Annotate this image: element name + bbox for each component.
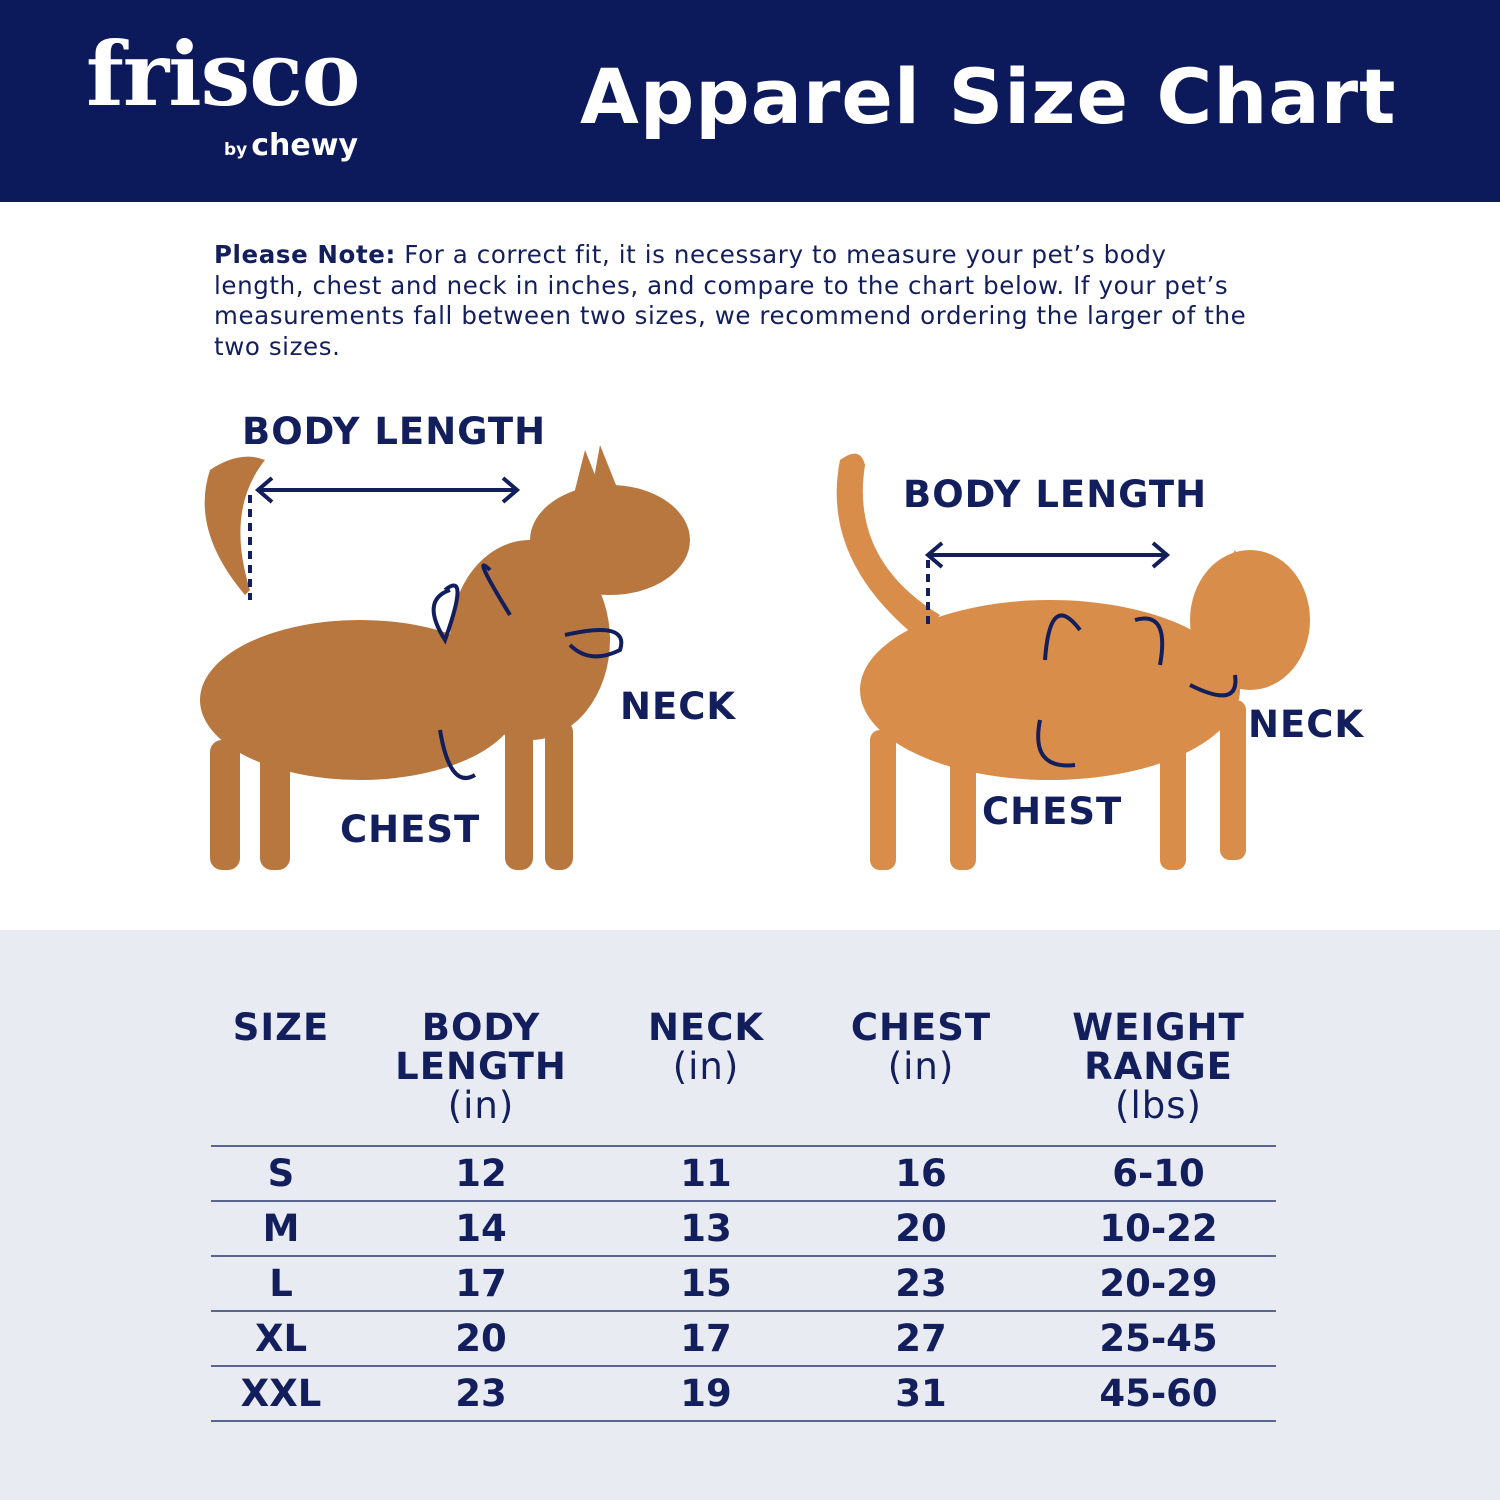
size-table: SIZE BODY LENGTH (in) NECK (in) CHEST (in) … (211, 1000, 1276, 1422)
cell-weight-range: 45-60 (1041, 1365, 1276, 1422)
fit-note: Please Note: For a correct fit, it is ne… (214, 240, 1254, 362)
table-row: XXL 23 19 31 45-60 (211, 1365, 1276, 1422)
dog-measure-arrows (248, 476, 624, 780)
cat-chest-label: CHEST (982, 790, 1123, 833)
header-weight-range: WEIGHT RANGE (lbs) (1072, 1006, 1245, 1127)
cell-size: L (211, 1255, 351, 1311)
cell-chest: 27 (801, 1310, 1041, 1366)
cell-weight-range: 10-22 (1041, 1200, 1276, 1256)
cat-measurement-illustration (836, 453, 1310, 870)
dog-image (200, 445, 690, 870)
dog-neck-label: NECK (620, 685, 737, 728)
cell-weight-range: 25-45 (1041, 1310, 1276, 1366)
dog-body-length-label: BODY LENGTH (242, 410, 547, 453)
cell-body-length: 14 (351, 1200, 611, 1256)
cell-size: S (211, 1145, 351, 1201)
cell-neck: 13 (611, 1200, 801, 1256)
table-row: L 17 15 23 20-29 (211, 1255, 1276, 1311)
cell-body-length: 17 (351, 1255, 611, 1311)
cell-size: M (211, 1200, 351, 1256)
logo-chewy: chewy (251, 128, 359, 163)
table-row: XL 20 17 27 25-45 (211, 1310, 1276, 1366)
cell-size: XXL (211, 1365, 351, 1422)
frisco-logo: frisco by chewy (86, 22, 360, 163)
cell-neck: 11 (611, 1145, 801, 1201)
cell-neck: 15 (611, 1255, 801, 1311)
header-chest: CHEST (in) (850, 1006, 992, 1088)
cell-body-length: 20 (351, 1310, 611, 1366)
header-size: SIZE (232, 1006, 330, 1049)
cat-neck-label: NECK (1248, 703, 1365, 746)
cell-neck: 19 (611, 1365, 801, 1422)
logo-text: frisco (86, 22, 360, 126)
cell-chest: 20 (801, 1200, 1041, 1256)
logo-by: by (224, 140, 248, 160)
cell-neck: 17 (611, 1310, 801, 1366)
page-title: Apparel Size Chart (580, 52, 1397, 141)
cell-weight-range: 20-29 (1041, 1255, 1276, 1311)
cell-chest: 23 (801, 1255, 1041, 1311)
dog-measurement-illustration (200, 445, 690, 870)
table-row: S 12 11 16 6-10 (211, 1145, 1276, 1201)
dog-chest-label: CHEST (340, 808, 481, 851)
note-label: Please Note: (214, 240, 396, 269)
cell-size: XL (211, 1310, 351, 1366)
header-body-length: BODY LENGTH (in) (395, 1006, 567, 1127)
header-neck: NECK (in) (647, 1006, 765, 1088)
note-text: For a correct fit, it is necessary to me… (214, 240, 1247, 361)
logo-subtitle: by chewy (224, 128, 358, 163)
cat-image (836, 453, 1310, 870)
table-header-row: SIZE BODY LENGTH (in) NECK (in) CHEST (in) … (211, 1000, 1276, 1146)
table-row: M 14 13 20 10-22 (211, 1200, 1276, 1256)
cell-body-length: 12 (351, 1145, 611, 1201)
cat-body-length-label: BODY LENGTH (903, 473, 1208, 516)
cell-chest: 31 (801, 1365, 1041, 1422)
header-banner: frisco by chewy Apparel Size Chart (0, 0, 1500, 202)
cell-weight-range: 6-10 (1041, 1145, 1276, 1201)
cat-measure-arrows (924, 541, 1238, 768)
cell-chest: 16 (801, 1145, 1041, 1201)
cell-body-length: 23 (351, 1365, 611, 1422)
